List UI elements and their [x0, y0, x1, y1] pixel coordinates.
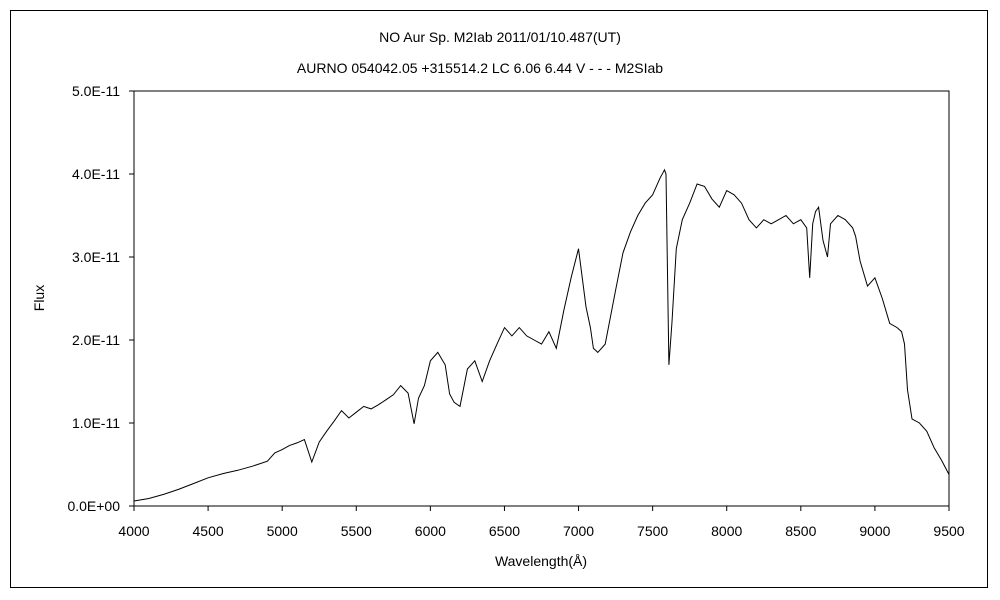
x-tick-label: 5000 [267, 523, 298, 539]
x-axis: 4000 4500 5000 5500 6000 6500 7000 7500 8000 8500… [118, 506, 965, 539]
y-tick-label: 5.0E-11 [72, 83, 120, 99]
x-tick-label: 6000 [415, 523, 446, 539]
y-tick-label: 1.0E-11 [72, 415, 120, 431]
y-tick-label: 2.0E-11 [72, 332, 120, 348]
y-tick-label: 3.0E-11 [72, 249, 120, 265]
y-axis-label: Flux [31, 285, 47, 311]
x-tick-label: 9500 [933, 523, 964, 539]
x-tick-label: 7500 [637, 523, 668, 539]
plot-area [133, 90, 950, 507]
x-tick-label: 9000 [859, 523, 890, 539]
x-axis-label: Wavelength(Å) [495, 553, 587, 569]
x-tick-label: 5500 [341, 523, 372, 539]
chart-title: NO Aur Sp. M2Iab 2011/01/10.487(UT) [379, 29, 621, 45]
y-tick-label: 4.0E-11 [72, 166, 120, 182]
x-tick-label: 8000 [711, 523, 742, 539]
x-tick-label: 4000 [118, 523, 149, 539]
y-axis: 0.0E+00 1.0E-11 2.0E-11 3.0E-11 4.0E-11 5.0E-… [67, 83, 134, 514]
x-tick-label: 6500 [489, 523, 520, 539]
y-tick-label: 0.0E+00 [67, 498, 120, 514]
chart-frame [10, 10, 988, 588]
x-tick-label: 8500 [785, 523, 816, 539]
x-tick-label: 7000 [563, 523, 594, 539]
chart-subtitle: AURNO 054042.05 +315514.2 LC 6.06 6.44 V… [297, 60, 663, 76]
flux-series-line [133, 168, 950, 502]
x-tick-label: 4500 [193, 523, 224, 539]
